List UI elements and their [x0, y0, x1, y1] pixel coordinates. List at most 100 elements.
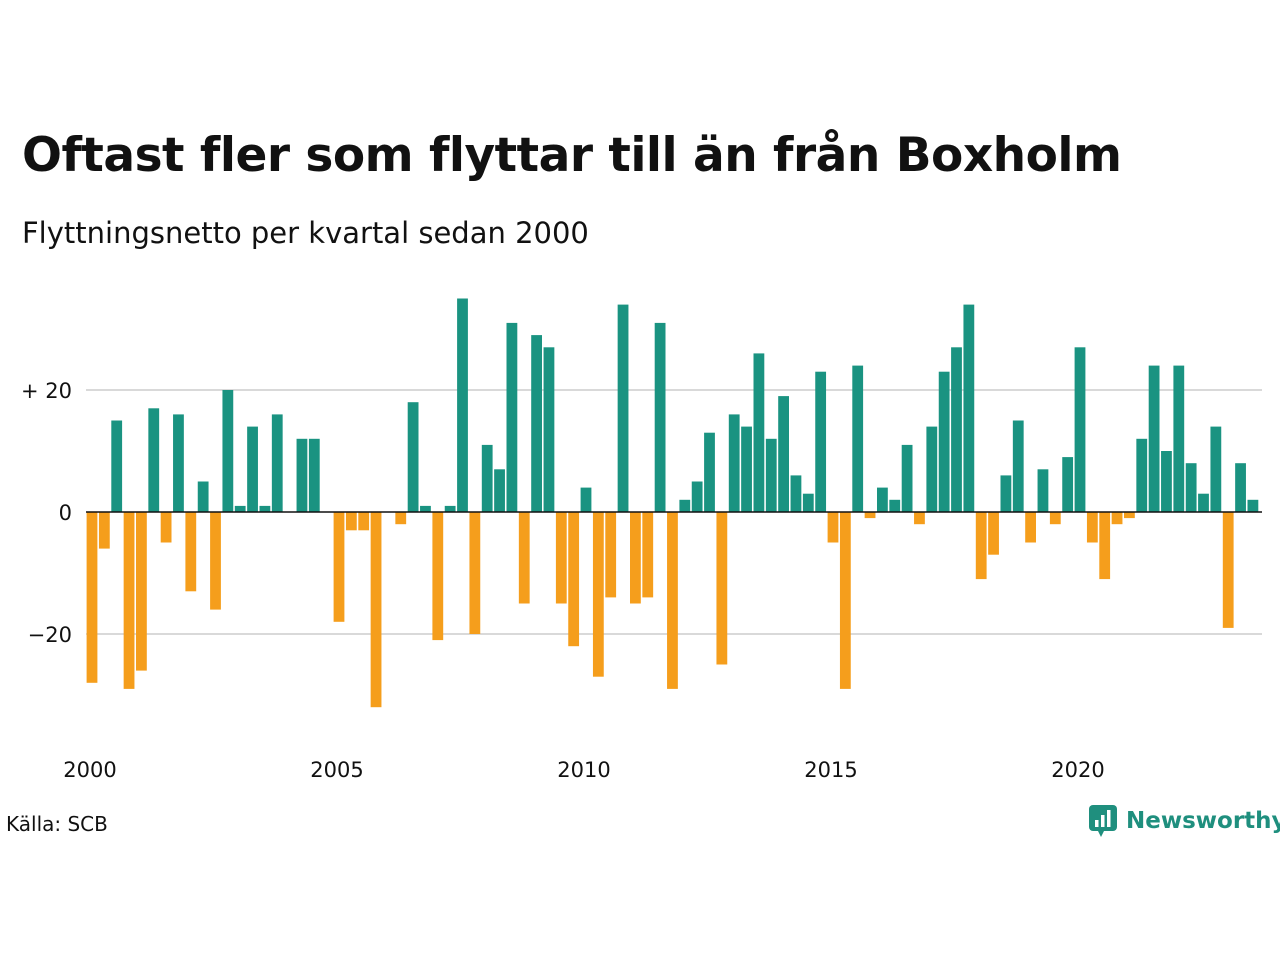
bar	[778, 396, 789, 512]
bar	[1235, 463, 1246, 512]
bar	[704, 432, 715, 512]
bar	[815, 371, 827, 512]
bar	[420, 505, 431, 512]
bar	[839, 512, 851, 689]
bar	[592, 512, 604, 677]
bar	[531, 335, 542, 512]
bar	[1099, 512, 1111, 580]
bar	[1222, 512, 1234, 628]
bar	[148, 408, 160, 512]
bar	[667, 512, 678, 689]
bar	[444, 505, 456, 512]
bar	[123, 512, 135, 689]
bar	[1049, 512, 1061, 525]
bar	[901, 444, 913, 512]
bar	[568, 512, 580, 647]
bar	[234, 505, 246, 512]
y-tick-label: −20	[28, 623, 72, 647]
bar	[1037, 469, 1049, 512]
bar	[914, 512, 925, 525]
chart-title: Oftast fler som flyttar till än från Box…	[22, 128, 1122, 183]
bar	[555, 512, 567, 604]
bar	[506, 322, 518, 512]
bar	[765, 438, 777, 512]
bar	[926, 426, 938, 512]
chart-subtitle: Flyttningsnetto per kvartal sedan 2000	[22, 216, 589, 250]
bar	[877, 487, 888, 512]
bar	[1025, 512, 1036, 543]
bar	[222, 390, 234, 512]
bar	[494, 469, 505, 512]
bars	[86, 298, 1259, 708]
bar	[580, 487, 592, 512]
bar	[753, 353, 765, 512]
bar	[728, 414, 740, 512]
y-tick-label: 0	[59, 501, 72, 525]
bar	[333, 512, 345, 622]
bar	[975, 512, 987, 580]
bar	[136, 512, 147, 671]
bar	[1247, 499, 1259, 512]
y-tick-label: + 20	[21, 379, 72, 403]
bar	[543, 347, 555, 512]
bar	[111, 420, 123, 512]
bar	[358, 512, 370, 531]
bar	[432, 512, 444, 641]
x-tick-label: 2020	[1051, 758, 1104, 782]
bar	[852, 365, 864, 512]
bar	[605, 512, 617, 598]
bar	[395, 512, 407, 525]
source-note: Källa: SCB	[6, 812, 108, 836]
bar	[1148, 365, 1160, 512]
bar	[1185, 463, 1197, 512]
bar	[679, 499, 691, 512]
bar	[160, 512, 172, 543]
bar	[247, 426, 258, 512]
bar	[370, 512, 382, 708]
bar	[469, 512, 481, 634]
bar	[827, 512, 839, 543]
bar	[173, 414, 184, 512]
bar	[1062, 457, 1074, 512]
bar	[308, 438, 320, 512]
brand-name: Newsworthy	[1126, 808, 1280, 834]
bar	[1000, 475, 1012, 512]
bar	[185, 512, 197, 592]
bar	[296, 438, 308, 512]
brand-logo: Newsworthy	[1088, 804, 1280, 838]
bar	[98, 512, 110, 549]
bar	[951, 347, 962, 512]
bar	[407, 402, 419, 512]
bar	[790, 475, 802, 512]
bar	[197, 481, 209, 512]
bar-chart: −20 0 + 20 2000 2005 2010 2015 2020	[21, 298, 1262, 782]
bar	[457, 298, 468, 512]
bar	[988, 512, 999, 555]
bar	[741, 426, 752, 512]
newsworthy-icon	[1089, 805, 1117, 837]
bar	[1210, 426, 1222, 512]
bar	[889, 499, 901, 512]
bar	[1012, 420, 1024, 512]
bar	[481, 444, 493, 512]
x-axis-ticks: 2000 2005 2010 2015 2020	[63, 758, 1104, 782]
bar	[802, 493, 814, 512]
bar	[617, 304, 629, 512]
bar	[1086, 512, 1098, 543]
bar	[259, 505, 271, 512]
bar	[1074, 347, 1086, 512]
bar	[1111, 512, 1123, 525]
x-tick-label: 2000	[63, 758, 116, 782]
bar	[1198, 493, 1209, 512]
bar	[1161, 451, 1172, 512]
y-axis-ticks: −20 0 + 20	[21, 379, 72, 647]
bar	[963, 304, 975, 512]
bar	[630, 512, 641, 604]
bar	[864, 512, 876, 519]
bar	[271, 414, 283, 512]
bar	[654, 322, 666, 512]
bar	[86, 512, 98, 683]
bar	[1136, 438, 1148, 512]
bar	[210, 512, 221, 610]
x-tick-label: 2010	[557, 758, 610, 782]
